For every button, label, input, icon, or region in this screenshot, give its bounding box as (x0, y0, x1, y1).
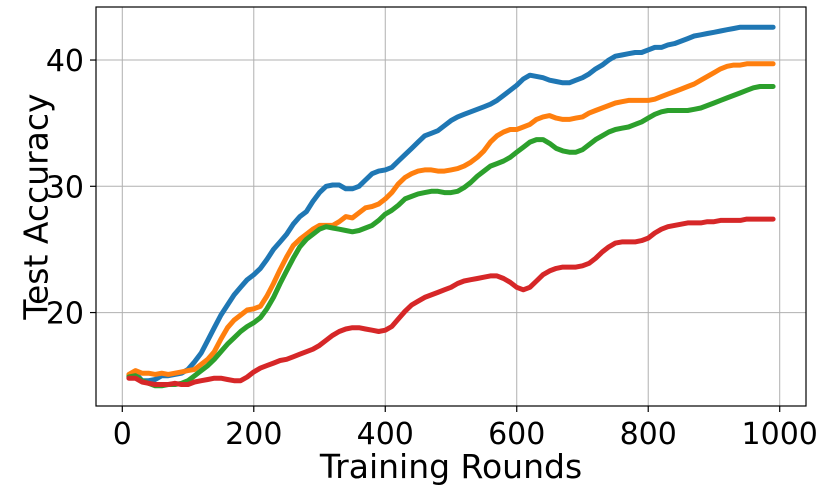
y-axis-label: Test Accuracy (17, 93, 56, 320)
series-line-4 (126, 216, 776, 387)
grid (96, 7, 806, 406)
axis-ticks: 0 200 400 600 800 1000 20 30 40 (46, 44, 818, 452)
x-tick-label: 200 (225, 417, 282, 452)
series-line-1 (126, 24, 776, 384)
y-tick-label: 30 (46, 170, 84, 205)
series-lines (126, 24, 776, 389)
x-tick-label: 0 (113, 417, 132, 452)
x-tick-label: 800 (620, 417, 677, 452)
series-line-2 (126, 61, 776, 377)
x-axis-label: Training Rounds (319, 447, 582, 486)
y-tick-label: 20 (46, 297, 84, 332)
x-tick-label: 1000 (742, 417, 818, 452)
plot-frame (95, 6, 807, 407)
y-tick-label: 40 (46, 44, 84, 79)
x-tick-label: 600 (488, 417, 545, 452)
x-tick-label: 400 (357, 417, 414, 452)
series-line-3 (126, 84, 776, 389)
